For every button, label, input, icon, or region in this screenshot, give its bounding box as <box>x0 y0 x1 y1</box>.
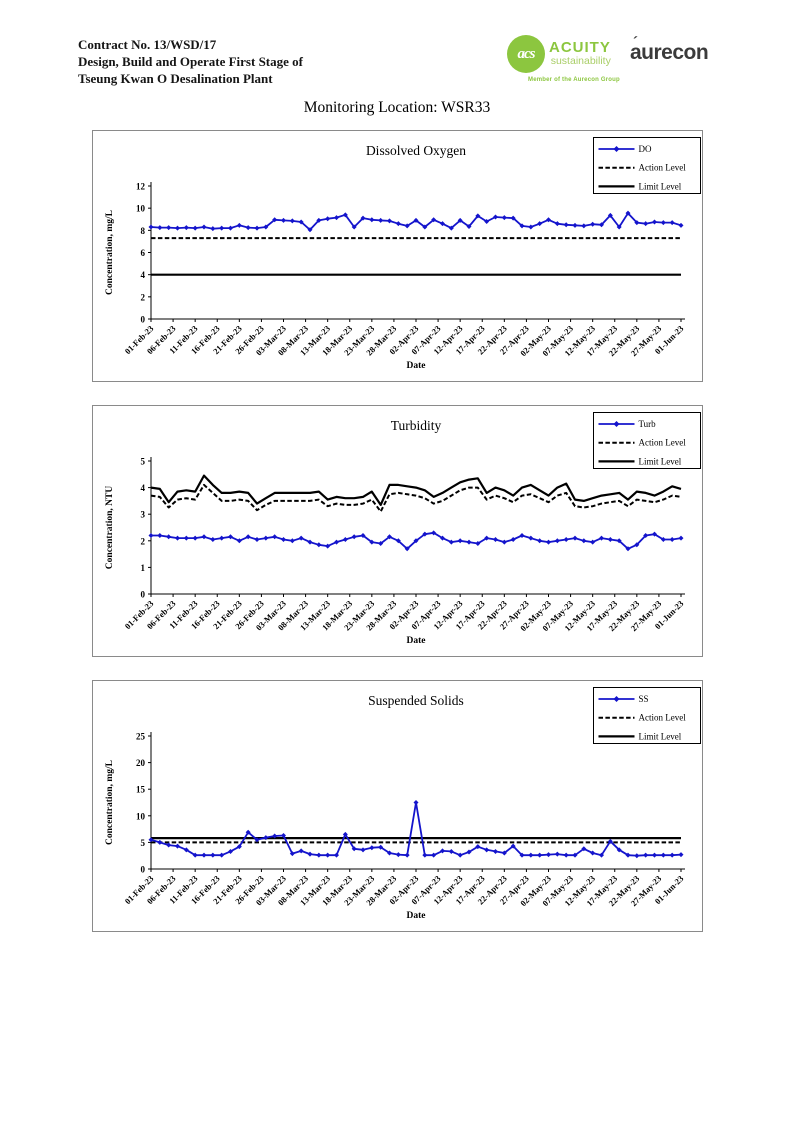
page-title: Monitoring Location: WSR33 <box>303 99 491 116</box>
legend-label: Limit Level <box>639 731 682 741</box>
acuity-logo-subtitle: sustainability <box>550 55 611 67</box>
y-tick-label: 3 <box>141 510 146 520</box>
y-tick-label: 20 <box>136 758 146 768</box>
legend-label: Turb <box>639 419 657 429</box>
y-tick-label: 5 <box>141 838 146 848</box>
legend-marker-diamond-icon <box>613 696 620 702</box>
y-tick-label: 12 <box>136 182 146 192</box>
legend-box <box>593 687 701 744</box>
legend-label: Action Level <box>639 713 687 723</box>
contract-number: Contract No. 13/WSD/17 <box>78 37 217 52</box>
legend-label: Action Level <box>639 438 687 448</box>
y-axis-label: Concentration, NTU <box>105 486 115 570</box>
y-tick-label: 0 <box>141 590 146 600</box>
y-tick-label: 10 <box>136 811 146 821</box>
y-tick-label: 2 <box>141 536 146 546</box>
y-tick-label: 10 <box>136 204 146 214</box>
suspended-solids-plot: Suspended Solids Concentration, mg/L 0 5 10 1… <box>105 687 701 921</box>
y-tick-label: 2 <box>141 292 146 302</box>
y-tick-label: 6 <box>141 248 146 258</box>
contract-line-2: Design, Build and Operate First Stage of <box>78 54 303 69</box>
series-action-level <box>150 483 682 513</box>
dissolved-oxygen-plot: Dissolved Oxygen Concentration, mg/L 0 2 4 6 8… <box>105 137 701 371</box>
y-tick-label: 0 <box>141 315 146 325</box>
aurecon-logo-name: aurecon <box>630 41 709 64</box>
y-tick-label: 25 <box>136 732 146 742</box>
legend-label: Action Level <box>639 163 687 173</box>
legend-marker-diamond-icon <box>613 421 620 427</box>
chart-turbidity: Turbidity Concentration, NTU 0 1 2 3 4 5 01-Feb-… <box>92 405 703 657</box>
x-axis-title: Date <box>407 636 426 646</box>
legend-box <box>593 412 701 469</box>
y-axis-label: Concentration, mg/L <box>105 760 115 845</box>
y-tick-label: 1 <box>141 563 146 573</box>
aurecon-accent-mark: ´ <box>633 34 638 51</box>
y-tick-label: 15 <box>136 785 146 795</box>
x-axis-title: Date <box>407 911 426 921</box>
y-tick-label: 4 <box>141 270 146 280</box>
chart-dissolved-oxygen: Dissolved Oxygen Concentration, mg/L 0 2 4 6 8… <box>92 130 703 382</box>
x-axis-title: Date <box>407 361 426 371</box>
chart-title: Turbidity <box>391 418 442 433</box>
legend-label: SS <box>639 694 649 704</box>
acuity-logo-icon: acs <box>507 35 545 73</box>
legend-label: Limit Level <box>639 181 682 191</box>
chart-suspended-solids: Suspended Solids Concentration, mg/L 0 5 10 1… <box>92 680 703 932</box>
legend-marker-diamond-icon <box>613 146 620 152</box>
y-axis-label: Concentration, mg/L <box>105 210 115 295</box>
series-limit-level <box>150 474 682 507</box>
acuity-logo-tagline: Member of the Aurecon Group <box>528 77 620 83</box>
legend-label: DO <box>639 144 652 154</box>
chart-title: Suspended Solids <box>368 693 464 708</box>
chart-title: Dissolved Oxygen <box>366 143 466 158</box>
contract-header: Contract No. 13/WSD/17 Design, Build and… <box>78 36 303 87</box>
y-tick-label: 5 <box>141 457 146 467</box>
series-ss <box>150 801 682 857</box>
y-tick-label: 0 <box>141 865 146 875</box>
aurecon-logo: ´ aurecon <box>630 34 709 65</box>
acuity-logo-name: ACUITY <box>549 39 611 56</box>
legend-label: Limit Level <box>639 456 682 466</box>
acuity-logo: acs ACUITY sustainability <box>507 35 611 73</box>
legend-box <box>593 137 701 194</box>
y-tick-label: 8 <box>141 226 146 236</box>
contract-line-3: Tseung Kwan O Desalination Plant <box>78 71 273 86</box>
y-tick-label: 4 <box>141 483 146 493</box>
